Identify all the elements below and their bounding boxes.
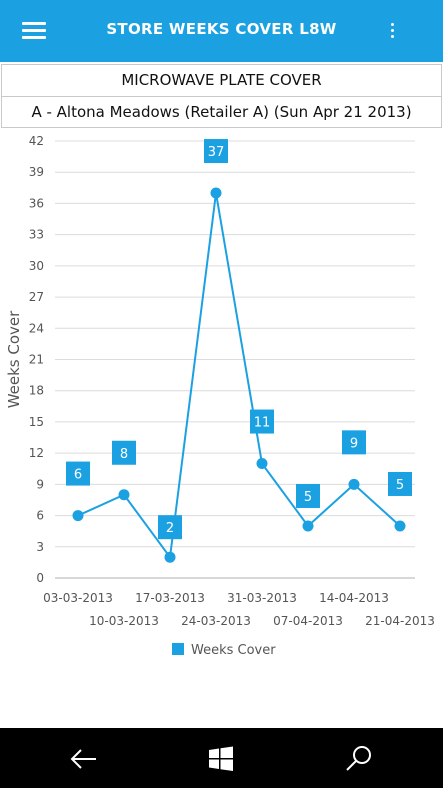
- data-label: 8: [120, 447, 128, 462]
- y-tick-label: 33: [29, 228, 44, 242]
- y-tick-label: 36: [29, 196, 44, 210]
- data-label-box: [388, 471, 412, 496]
- data-point: [348, 478, 360, 490]
- series-line: [77, 192, 401, 560]
- data-label-box: [158, 515, 182, 540]
- y-tick-label: 27: [29, 290, 44, 304]
- data-point: [118, 489, 130, 501]
- x-tick-label: 07-04-2013: [273, 614, 343, 628]
- y-tick-label: 15: [29, 415, 44, 429]
- app-bar: STORE WEEKS COVER L8W: [0, 0, 443, 62]
- data-point: [210, 187, 222, 199]
- x-tick-label: 10-03-2013: [89, 614, 159, 628]
- more-options-icon[interactable]: [389, 23, 395, 41]
- data-label: 37: [208, 145, 225, 160]
- x-tick-label: 03-03-2013: [43, 591, 113, 605]
- store-header: A - Altona Meadows (Retailer A) (Sun Apr…: [1, 96, 442, 128]
- data-label-box: [204, 139, 228, 164]
- data-label: 11: [254, 416, 271, 431]
- page-title: STORE WEEKS COVER L8W: [106, 20, 337, 38]
- product-header: MICROWAVE PLATE COVER: [1, 64, 442, 97]
- data-label-box: [250, 409, 274, 434]
- hamburger-menu-icon[interactable]: [22, 22, 46, 40]
- x-tick-label: 14-04-2013: [319, 591, 389, 605]
- data-label-box: [112, 440, 136, 465]
- data-label: 6: [74, 468, 82, 483]
- y-tick-label: 6: [36, 509, 44, 523]
- y-tick-label: 24: [29, 321, 44, 335]
- x-tick-label: 24-03-2013: [181, 614, 251, 628]
- y-tick-label: 42: [29, 134, 44, 148]
- data-label: 2: [166, 521, 174, 536]
- legend-label: Weeks Cover: [191, 643, 276, 658]
- data-label-box: [296, 483, 320, 508]
- y-tick-label: 30: [29, 259, 44, 273]
- data-label: 5: [304, 490, 312, 505]
- y-tick-label: 39: [29, 165, 44, 179]
- data-point: [256, 458, 268, 470]
- system-nav-bar: [0, 728, 443, 788]
- data-point: [302, 520, 314, 532]
- data-label: 9: [350, 436, 358, 451]
- y-tick-label: 0: [36, 571, 44, 585]
- y-tick-label: 3: [36, 540, 44, 554]
- x-tick-label: 21-04-2013: [365, 614, 435, 628]
- legend-swatch: [172, 643, 184, 655]
- y-tick-label: 12: [29, 446, 44, 460]
- x-tick-label: 31-03-2013: [227, 591, 297, 605]
- y-tick-label: 9: [36, 477, 44, 491]
- data-point: [72, 510, 84, 522]
- data-label-box: [342, 430, 366, 455]
- data-point: [394, 520, 406, 532]
- data-label: 5: [396, 478, 404, 493]
- y-tick-label: 21: [29, 353, 44, 367]
- search-icon[interactable]: [342, 742, 376, 776]
- data-label-box: [66, 461, 90, 486]
- y-axis-label: Weeks Cover: [5, 310, 23, 408]
- y-tick-label: 18: [29, 384, 44, 398]
- data-point: [164, 551, 176, 563]
- x-tick-label: 17-03-2013: [135, 591, 205, 605]
- windows-start-icon[interactable]: [204, 742, 238, 776]
- back-arrow-icon[interactable]: [66, 742, 100, 776]
